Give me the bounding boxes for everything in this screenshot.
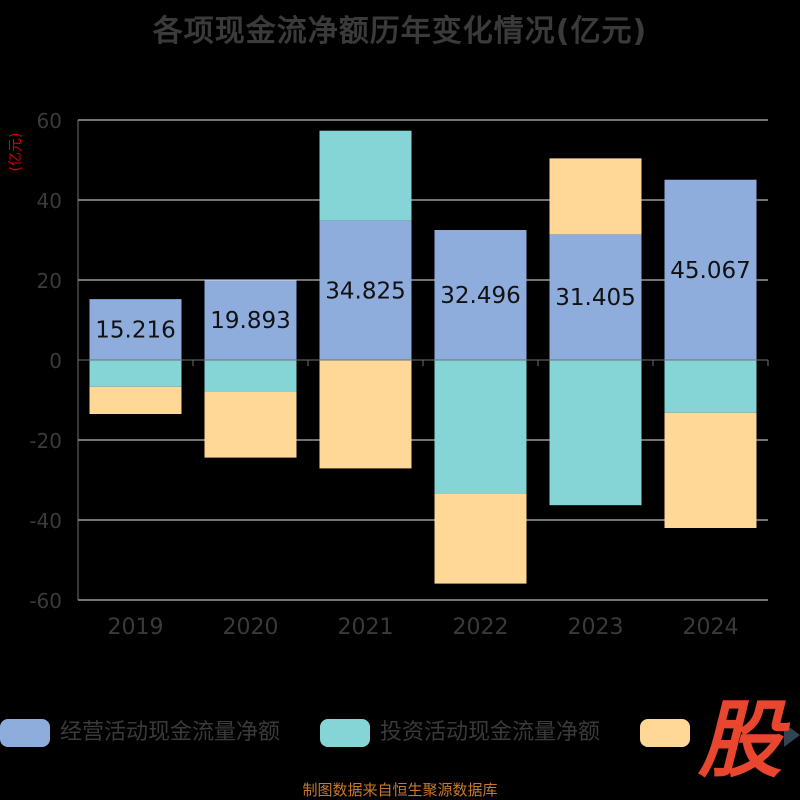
- data-label: 15.216: [95, 318, 175, 344]
- bar-operating: [204, 280, 297, 360]
- bar-operating: [549, 234, 642, 360]
- y-tick-label: 60: [37, 109, 62, 133]
- brand-logo: 股: [697, 691, 782, 789]
- bar-investing: [319, 130, 412, 221]
- y-tick-label: 20: [37, 269, 62, 293]
- x-tick-label: 2019: [108, 615, 164, 640]
- bar-investing: [549, 360, 642, 506]
- x-tick-label: 2020: [223, 615, 279, 640]
- chart-title: 各项现金流净额历年变化情况(亿元): [152, 14, 648, 49]
- bar-financing: [434, 493, 527, 584]
- data-label: 34.825: [325, 278, 405, 304]
- legend-label-operating: 经营活动现金流量净额: [60, 720, 281, 745]
- data-label: 32.496: [440, 283, 520, 309]
- legend-next-page-arrow-icon[interactable]: [784, 723, 800, 747]
- legend-swatch-financing: [640, 719, 690, 747]
- y-tick-label: -60: [29, 589, 62, 613]
- x-tick-label: 2022: [453, 615, 509, 640]
- bar-investing: [664, 360, 757, 413]
- data-label: 31.405: [555, 285, 635, 311]
- bar-chart: -60 -40 -20 0 20 40 60 2019 2020 2021 2022 2023 2024…: [29, 109, 769, 640]
- bar-financing: [204, 392, 297, 458]
- legend-swatch-operating: [0, 719, 50, 747]
- y-tick-label: 40: [37, 189, 62, 213]
- bar-financing: [319, 360, 412, 469]
- bar-financing: [89, 386, 182, 414]
- bar-investing: [89, 360, 182, 387]
- legend-swatch-investing: [320, 719, 370, 747]
- bar-operating: [664, 179, 757, 360]
- data-source-note: 制图数据来自恒生聚源数据库: [302, 781, 498, 799]
- bar-investing: [434, 360, 527, 494]
- x-tick-label: 2024: [683, 615, 739, 640]
- x-tick-label: 2023: [568, 615, 624, 640]
- y-tick-label: -20: [29, 429, 62, 453]
- bar-operating: [319, 220, 412, 360]
- legend-label-investing: 投资活动现金流量净额: [380, 720, 601, 745]
- bar-investing: [204, 360, 297, 392]
- data-label: 19.893: [210, 308, 290, 334]
- legend: 经营活动现金流量净额 投资活动现金流量净额: [0, 716, 800, 752]
- y-tick-label: 0: [49, 349, 62, 373]
- y-tick-label: -40: [29, 509, 62, 533]
- bar-financing: [549, 158, 642, 235]
- bar-operating: [434, 230, 527, 360]
- bar-operating: [89, 299, 182, 360]
- bar-financing: [664, 412, 757, 528]
- x-tick-label: 2021: [338, 615, 394, 640]
- data-label: 45.067: [670, 258, 750, 284]
